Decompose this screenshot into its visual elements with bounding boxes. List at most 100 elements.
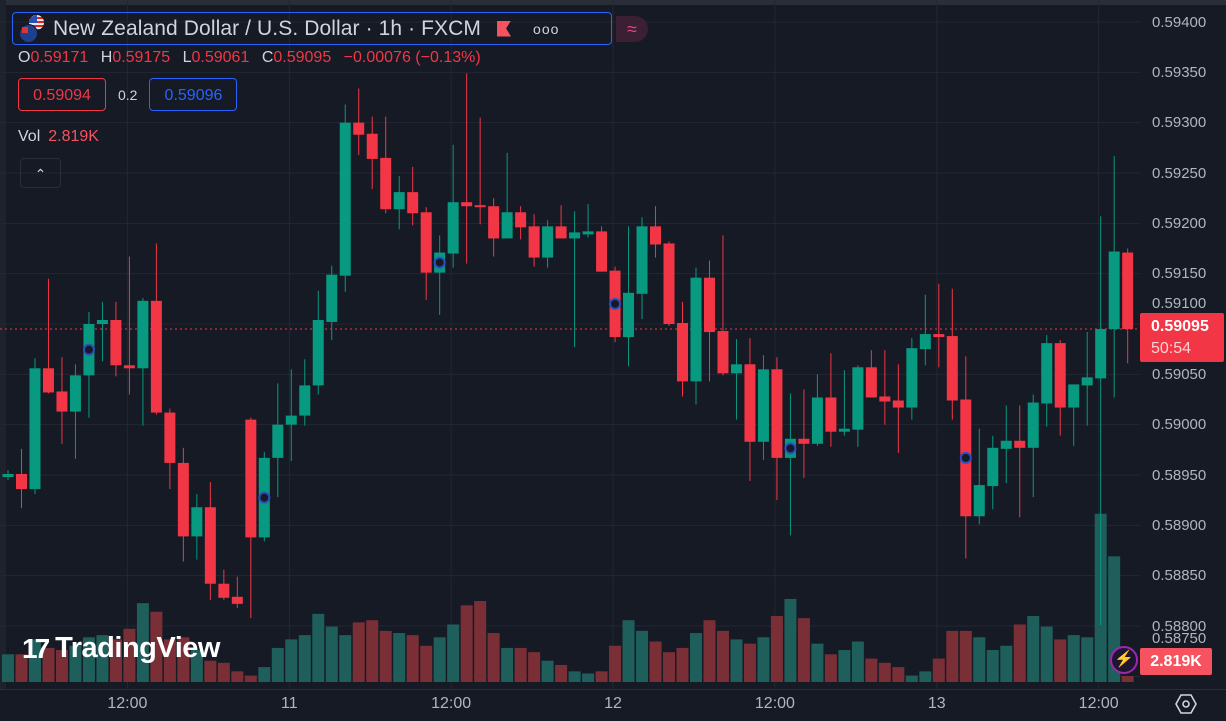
symbol-legend[interactable]: New Zealand Dollar / U.S. Dollar · 1h · … — [12, 12, 612, 45]
candle-body[interactable] — [892, 400, 904, 408]
candle-body[interactable] — [596, 231, 608, 272]
candle-body[interactable] — [1000, 440, 1012, 449]
candle-body[interactable] — [407, 192, 419, 214]
candle-body[interactable] — [177, 462, 189, 537]
volume-bar — [1000, 645, 1013, 682]
candle-body[interactable] — [501, 212, 513, 239]
candle-body[interactable] — [123, 365, 135, 369]
candle-body[interactable] — [326, 274, 338, 322]
candle-body[interactable] — [771, 369, 783, 458]
candle-body[interactable] — [96, 319, 108, 324]
candle-body[interactable] — [447, 202, 459, 254]
candle-body[interactable] — [730, 364, 742, 374]
lightning-icon[interactable]: ⚡ — [1110, 646, 1138, 674]
wave-icon[interactable]: ≈ — [616, 16, 648, 42]
symbol-title[interactable]: New Zealand Dollar / U.S. Dollar · 1h · … — [53, 16, 482, 40]
candle-body[interactable] — [542, 226, 554, 258]
candle-body[interactable] — [285, 415, 297, 425]
flag-icon[interactable] — [497, 20, 512, 37]
candle-body[interactable] — [811, 397, 823, 444]
candle-body[interactable] — [245, 419, 257, 538]
candle-body[interactable] — [150, 300, 162, 413]
candle-body[interactable] — [69, 375, 81, 412]
candle-body[interactable] — [933, 334, 945, 338]
event-marker-icon[interactable] — [784, 442, 797, 455]
candle-body[interactable] — [528, 226, 540, 258]
candle-body[interactable] — [29, 368, 41, 490]
candle-body[interactable] — [380, 157, 392, 210]
candle-body[interactable] — [569, 232, 581, 239]
candle-body[interactable] — [56, 391, 68, 412]
more-icon[interactable]: ooo — [533, 20, 560, 37]
event-marker-icon[interactable] — [959, 451, 972, 464]
price-tick-label: 0.59250 — [1152, 164, 1207, 182]
candle-body[interactable] — [272, 424, 284, 458]
candle-body[interactable] — [1054, 343, 1066, 408]
candle-body[interactable] — [42, 368, 54, 393]
candle-body[interactable] — [15, 473, 27, 490]
candle-body[interactable] — [852, 367, 864, 430]
candle-body[interactable] — [987, 447, 999, 487]
candle-body[interactable] — [946, 336, 958, 401]
candle-body[interactable] — [717, 331, 729, 374]
candle-body[interactable] — [690, 277, 702, 382]
candle-body[interactable] — [231, 596, 243, 604]
candle-body[interactable] — [555, 226, 567, 239]
buy-button[interactable]: 0.59096 — [149, 78, 238, 111]
candle-body[interactable] — [825, 397, 837, 432]
price-chart[interactable] — [0, 0, 1140, 689]
candle-body[interactable] — [677, 322, 688, 382]
volume-bar — [568, 671, 581, 682]
candle-body[interactable] — [663, 243, 675, 324]
candle-body[interactable] — [1027, 402, 1039, 448]
candle-body[interactable] — [650, 226, 662, 245]
event-marker-icon[interactable] — [82, 343, 95, 356]
event-marker-icon[interactable] — [433, 256, 446, 269]
collapse-legend-button[interactable]: ⌃ — [20, 158, 61, 188]
candle-body[interactable] — [474, 205, 486, 208]
candle-body[interactable] — [879, 396, 891, 402]
candle-body[interactable] — [420, 212, 432, 273]
candle-body[interactable] — [366, 133, 378, 159]
event-marker-icon[interactable] — [258, 491, 271, 504]
candle-body[interactable] — [164, 412, 176, 463]
candle-body[interactable] — [515, 212, 527, 228]
candle-body[interactable] — [2, 473, 14, 478]
candle-body[interactable] — [1014, 440, 1026, 448]
settings-icon[interactable] — [1174, 692, 1198, 716]
volume-bar — [474, 601, 487, 682]
candle-body[interactable] — [703, 277, 715, 333]
candle-body[interactable] — [1081, 377, 1093, 386]
tradingview-logo[interactable]: 17 TradingView — [22, 632, 220, 665]
candle-body[interactable] — [906, 348, 918, 408]
candle-body[interactable] — [191, 507, 203, 537]
candle-body[interactable] — [353, 122, 365, 135]
sell-button[interactable]: 0.59094 — [18, 78, 106, 111]
candle-body[interactable] — [137, 300, 149, 369]
candle-body[interactable] — [110, 319, 122, 366]
candle-body[interactable] — [488, 206, 500, 239]
candle-body[interactable] — [623, 292, 635, 338]
candle-body[interactable] — [798, 438, 810, 444]
candle-body[interactable] — [582, 231, 594, 235]
candle-body[interactable] — [973, 485, 985, 517]
candle-body[interactable] — [299, 385, 311, 416]
candle-body[interactable] — [1095, 329, 1107, 379]
candle-body[interactable] — [1108, 251, 1120, 330]
candle-body[interactable] — [339, 122, 351, 276]
candle-body[interactable] — [1041, 343, 1053, 404]
event-marker-icon[interactable] — [609, 297, 622, 310]
candle-body[interactable] — [757, 369, 769, 442]
candle-body[interactable] — [1068, 384, 1080, 408]
candle-body[interactable] — [204, 507, 216, 584]
candle-body[interactable] — [393, 192, 405, 210]
candle-body[interactable] — [636, 226, 648, 294]
candle-body[interactable] — [865, 367, 877, 398]
candle-body[interactable] — [461, 202, 473, 207]
candle-body[interactable] — [744, 364, 756, 442]
candle-body[interactable] — [919, 334, 931, 350]
candle-body[interactable] — [838, 428, 850, 432]
candle-body[interactable] — [1122, 252, 1134, 330]
candle-body[interactable] — [218, 583, 230, 598]
candle-body[interactable] — [312, 319, 324, 386]
